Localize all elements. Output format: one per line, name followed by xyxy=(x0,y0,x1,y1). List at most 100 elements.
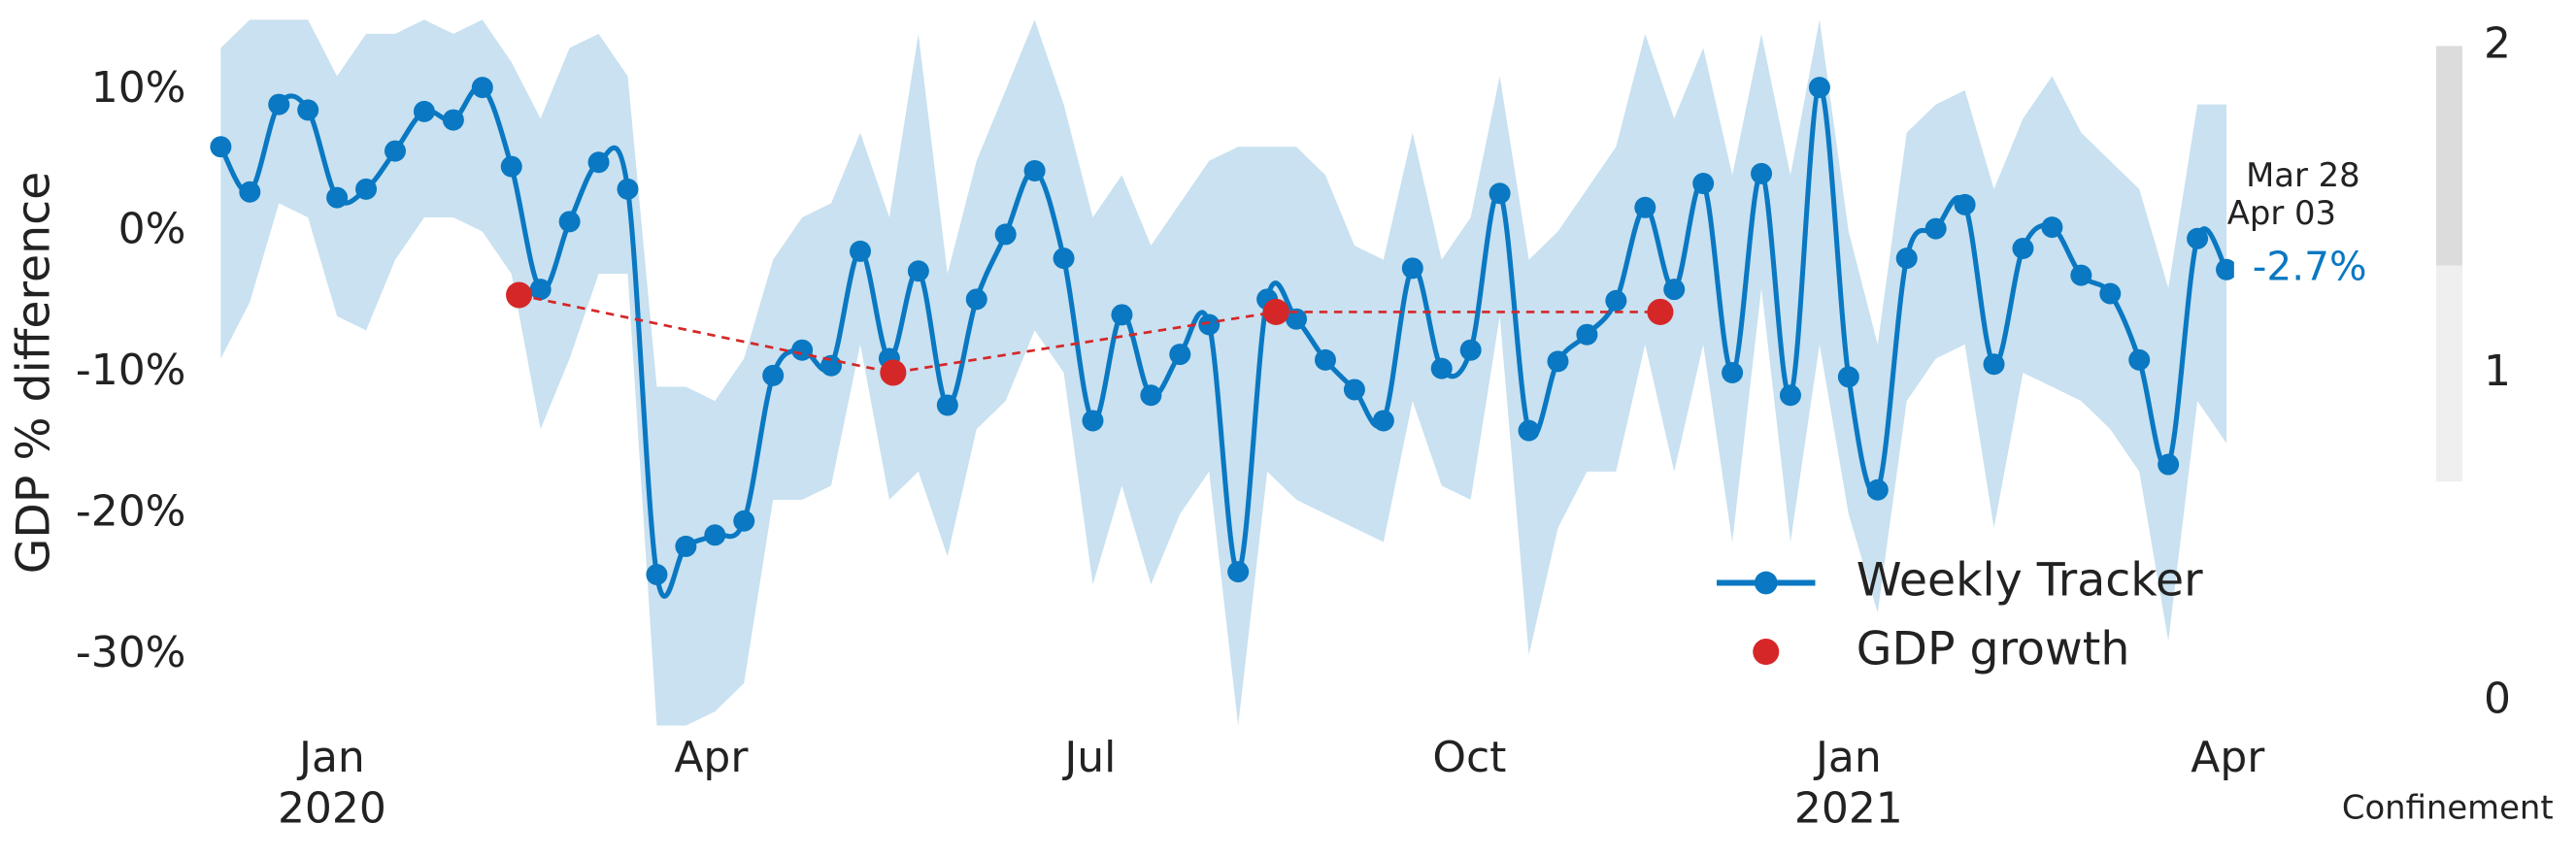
x-tick-label: Jan xyxy=(1813,733,1882,782)
tracker-point xyxy=(1430,357,1453,379)
tracker-point xyxy=(1547,350,1569,373)
tracker-point xyxy=(762,364,785,386)
tracker-point xyxy=(210,136,232,158)
tracker-point xyxy=(2070,264,2092,286)
tracker-point xyxy=(1111,304,1133,326)
tracker-point xyxy=(733,510,755,532)
tracker-point xyxy=(2099,282,2122,305)
tracker-point xyxy=(1692,173,1715,195)
y-tick-label: -30% xyxy=(76,628,186,677)
annotation: Mar 28 xyxy=(2246,156,2360,194)
gdp-point xyxy=(880,359,907,386)
tracker-point xyxy=(1983,353,2005,376)
tracker-point xyxy=(1866,478,1889,501)
tracker-point xyxy=(1401,257,1423,280)
legend-label: Weekly Tracker xyxy=(1857,554,2203,608)
tracker-point xyxy=(239,181,261,203)
tracker-point xyxy=(2041,216,2063,239)
annotation: -2.7% xyxy=(2253,243,2367,289)
tracker-point xyxy=(471,77,493,99)
tracker-point xyxy=(849,240,871,262)
tracker-point xyxy=(1576,323,1598,346)
colorbar-tick-label: 1 xyxy=(2484,346,2511,396)
colorbar-segment xyxy=(2435,265,2462,482)
tracker-point xyxy=(1286,308,1308,330)
y-tick-label: -20% xyxy=(76,486,186,536)
tracker-point xyxy=(617,178,639,200)
colorbar-tick-label: 2 xyxy=(2484,18,2511,68)
tracker-point xyxy=(413,100,435,122)
tracker-point xyxy=(268,93,290,115)
tracker-point xyxy=(1023,159,1046,181)
annotation: Apr 03 xyxy=(2227,194,2336,232)
tracker-point xyxy=(1140,384,1162,407)
x-tick-label: Jan xyxy=(296,733,365,782)
tracker-point xyxy=(1924,217,1947,240)
legend-label: GDP growth xyxy=(1857,623,2130,676)
tracker-point xyxy=(820,354,843,377)
tracker-point xyxy=(1895,247,1918,270)
tracker-point xyxy=(2187,227,2209,249)
tracker-point xyxy=(1169,344,1191,366)
tracker-point xyxy=(1634,196,1656,218)
x-year-label: 2021 xyxy=(1794,784,1903,834)
legend-marker xyxy=(1753,639,1780,666)
tracker-point xyxy=(326,186,349,209)
tracker-point xyxy=(2012,237,2034,259)
plot-area xyxy=(210,19,2234,726)
tracker-point xyxy=(646,564,668,586)
tracker-point xyxy=(1053,247,1075,270)
tracker-point xyxy=(704,524,726,546)
x-tick-label: Oct xyxy=(1432,733,1506,782)
tracker-point xyxy=(500,155,522,178)
y-tick-label: 10% xyxy=(91,63,186,113)
tracker-point xyxy=(385,140,406,162)
tracker-point xyxy=(1314,348,1336,371)
tracker-point xyxy=(558,211,581,233)
tracker-point xyxy=(907,260,929,282)
tracker-point xyxy=(1722,361,1744,383)
tracker-point xyxy=(1198,313,1221,336)
tracker-point xyxy=(529,279,552,301)
tracker-point xyxy=(1779,384,1801,407)
tracker-point xyxy=(965,288,987,311)
tracker-point xyxy=(1605,289,1627,312)
colorbar-segment xyxy=(2435,46,2462,266)
x-tick-label: Apr xyxy=(2191,733,2265,782)
tracker-point xyxy=(1372,410,1394,432)
x-tick-label: Jul xyxy=(1061,733,1116,782)
tracker-point xyxy=(1459,339,1482,361)
tracker-point xyxy=(675,535,697,557)
gdp-line xyxy=(519,293,1660,375)
tracker-point xyxy=(297,99,319,121)
y-tick-label: 0% xyxy=(118,205,186,254)
tracker-point xyxy=(587,151,610,174)
tracker-point xyxy=(994,223,1017,246)
x-year-label: 2020 xyxy=(278,784,386,834)
tracker-point xyxy=(1954,193,1976,215)
gdp-point xyxy=(506,281,533,309)
confidence-band xyxy=(220,19,2227,726)
y-axis-label: GDP % difference xyxy=(8,172,61,575)
tracker-point xyxy=(1518,419,1540,442)
tracker-point xyxy=(791,339,814,361)
tracker-point xyxy=(936,394,958,416)
colorbar-tick-label: 0 xyxy=(2484,674,2511,723)
tracker-point xyxy=(1227,561,1250,583)
tracker-point xyxy=(355,178,378,200)
tracker-point xyxy=(2128,348,2151,371)
gdp-point xyxy=(1647,298,1674,325)
tracker-point xyxy=(1837,366,1859,388)
tracker-point xyxy=(1663,279,1686,301)
tracker-point xyxy=(1489,182,1511,205)
tracker-point xyxy=(442,109,464,131)
tracker-point xyxy=(1808,77,1830,99)
tracker-point xyxy=(1082,410,1104,432)
y-tick-label: -10% xyxy=(76,346,186,395)
tracker-point xyxy=(1751,162,1773,184)
colorbar-label: Confinement xyxy=(2342,788,2554,826)
x-tick-label: Apr xyxy=(674,733,749,782)
gdp-point xyxy=(1262,298,1289,325)
